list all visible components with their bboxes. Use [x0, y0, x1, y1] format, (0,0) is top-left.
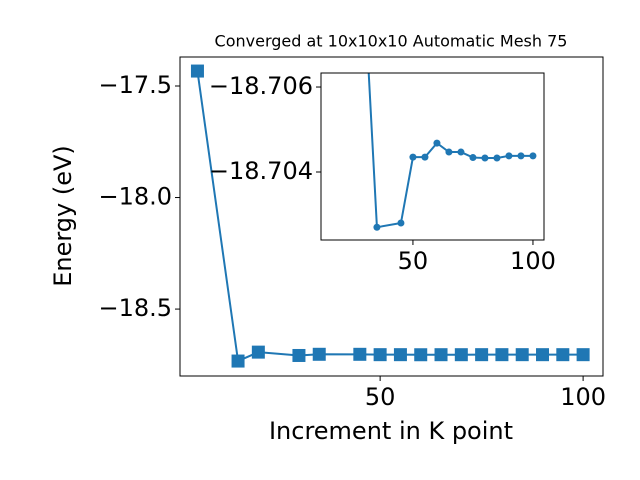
data-point	[529, 152, 537, 160]
data-point	[421, 153, 429, 161]
data-point	[312, 347, 326, 361]
plot-area	[190, 64, 590, 368]
plot-area	[367, 73, 537, 231]
axes-frame	[320, 72, 545, 241]
data-point	[505, 152, 513, 160]
data-point	[493, 154, 501, 162]
data-point	[409, 153, 417, 161]
x-tick-label: 100	[560, 383, 606, 411]
data-point	[556, 348, 570, 362]
data-point	[251, 345, 265, 359]
data-point	[397, 219, 405, 227]
data-point	[475, 348, 489, 362]
data-point	[190, 64, 204, 78]
data-point	[576, 348, 590, 362]
axes-frame	[179, 56, 604, 377]
data-point	[434, 348, 448, 362]
data-point	[495, 348, 509, 362]
data-point	[393, 348, 407, 362]
y-tick-label: −18.704	[209, 157, 313, 185]
x-tick-label: 100	[510, 247, 556, 275]
data-point	[445, 148, 453, 156]
y-tick-label: −18.0	[98, 183, 172, 211]
data-point	[515, 348, 529, 362]
data-point	[353, 347, 367, 361]
data-point	[231, 354, 245, 368]
data-point	[373, 223, 381, 231]
x-axis-label: Increment in K point	[269, 417, 513, 445]
data-point	[433, 139, 441, 147]
data-point	[457, 148, 465, 156]
x-tick-label: 50	[398, 247, 429, 275]
data-point	[373, 348, 387, 362]
data-point	[481, 154, 489, 162]
data-point	[536, 348, 550, 362]
y-axis-label: Energy (eV)	[49, 145, 77, 287]
data-point	[469, 154, 477, 162]
x-tick-label: 50	[365, 383, 396, 411]
data-point	[454, 348, 468, 362]
y-tick-label: −17.5	[98, 71, 172, 99]
chart-title: Converged at 10x10x10 Automatic Mesh 75	[215, 32, 568, 51]
y-tick-label: −18.5	[98, 294, 172, 322]
data-point	[292, 348, 306, 362]
data-point	[517, 152, 525, 160]
y-tick-label: −18.706	[209, 72, 313, 100]
data-point	[414, 348, 428, 362]
